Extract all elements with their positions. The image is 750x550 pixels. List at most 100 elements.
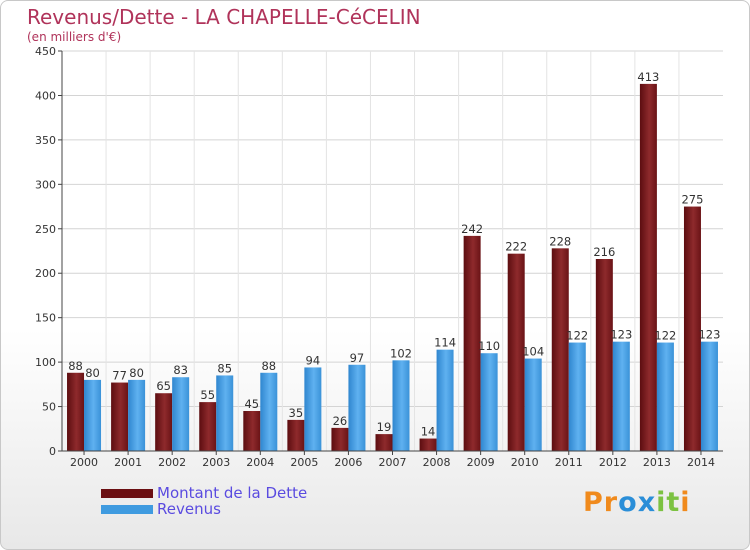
value-label: 114 <box>434 336 456 350</box>
value-label: 102 <box>390 346 412 360</box>
value-label: 14 <box>421 425 436 439</box>
bar-debt <box>639 83 657 451</box>
value-label: 123 <box>698 328 720 342</box>
bar-debt <box>375 434 393 451</box>
value-label: 65 <box>156 379 171 393</box>
logo-letter: r <box>603 487 619 518</box>
bar-revenue <box>700 341 718 451</box>
x-tick-label: 2004 <box>246 456 274 469</box>
y-tick-label: 0 <box>49 445 56 458</box>
bar-revenue <box>304 367 322 451</box>
value-label: 88 <box>68 359 83 373</box>
x-tick-label: 2010 <box>511 456 539 469</box>
chart-subtitle: (en milliers d'€) <box>27 30 122 44</box>
y-tick-label: 300 <box>35 178 56 191</box>
legend-label-debt: Montant de la Dette <box>157 483 308 502</box>
bar-debt <box>155 393 173 451</box>
bar-debt <box>551 248 569 451</box>
value-label: 122 <box>654 329 676 343</box>
logo-letter: i <box>680 487 691 518</box>
logo-letter: t <box>666 487 681 518</box>
bar-revenue <box>84 379 102 451</box>
value-label: 97 <box>350 351 365 365</box>
x-tick-label: 2013 <box>643 456 671 469</box>
x-tick-label: 2012 <box>599 456 627 469</box>
x-tick-label: 2006 <box>334 456 362 469</box>
x-tick-label: 2000 <box>70 456 98 469</box>
legend: Montant de la Dette Revenus <box>101 485 307 517</box>
value-label: 122 <box>566 329 588 343</box>
y-tick-label: 350 <box>35 134 56 147</box>
chart-title: Revenus/Dette - LA CHAPELLE-CéCELIN <box>27 5 421 29</box>
bar-revenue <box>436 349 454 451</box>
logo-letter: x <box>637 487 657 518</box>
bar-debt <box>595 259 613 451</box>
bar-revenue <box>348 364 366 451</box>
value-label: 413 <box>637 70 659 84</box>
bar-debt <box>243 411 261 451</box>
legend-label-revenue: Revenus <box>157 499 221 518</box>
value-label: 77 <box>112 369 127 383</box>
value-label: 228 <box>549 234 571 248</box>
logo-letter: i <box>656 487 667 518</box>
x-tick-label: 2005 <box>290 456 318 469</box>
value-label: 85 <box>217 361 232 375</box>
x-tick-label: 2008 <box>423 456 451 469</box>
legend-item-revenue: Revenus <box>101 501 307 517</box>
value-label: 35 <box>289 406 304 420</box>
bar-revenue <box>128 379 146 451</box>
value-label: 222 <box>505 240 527 254</box>
y-tick-label: 50 <box>42 401 56 414</box>
bar-revenue <box>216 375 234 451</box>
value-label: 242 <box>461 222 483 236</box>
axes: 0 50 100 150 200 250 300 350 400 450 2000 2001 2002 2… <box>35 45 723 469</box>
bar-revenue <box>612 341 630 451</box>
legend-swatch-debt <box>101 488 153 498</box>
bar-revenue <box>524 358 542 451</box>
bar-debt <box>507 253 525 451</box>
value-label: 94 <box>306 353 321 367</box>
x-tick-label: 2014 <box>687 456 715 469</box>
y-tick-label: 450 <box>35 45 56 58</box>
y-tick-label: 200 <box>35 267 56 280</box>
y-tick-label: 400 <box>35 89 56 102</box>
value-label: 110 <box>478 339 500 353</box>
x-tick-label: 2007 <box>379 456 407 469</box>
bar-debt <box>463 235 481 451</box>
value-label: 45 <box>244 397 259 411</box>
value-label: 80 <box>85 366 100 380</box>
bar-revenue <box>392 360 410 451</box>
bar-debt <box>111 382 129 451</box>
bar-debt <box>287 419 305 451</box>
x-tick-label: 2003 <box>202 456 230 469</box>
bars <box>67 83 718 451</box>
bar-revenue <box>568 342 586 451</box>
value-label: 80 <box>129 366 144 380</box>
x-tick-label: 2011 <box>555 456 583 469</box>
x-tick-label: 2002 <box>158 456 186 469</box>
bar-debt <box>67 372 85 451</box>
value-label: 104 <box>522 345 544 359</box>
bar-revenue <box>480 353 498 451</box>
legend-item-debt: Montant de la Dette <box>101 485 307 501</box>
value-label: 216 <box>593 245 615 259</box>
value-label: 19 <box>377 420 392 434</box>
value-label: 88 <box>261 359 276 373</box>
legend-swatch-revenue <box>101 504 153 514</box>
bar-revenue <box>260 372 278 451</box>
bar-revenue <box>172 377 190 451</box>
y-tick-label: 250 <box>35 223 56 236</box>
y-tick-label: 100 <box>35 356 56 369</box>
logo-letter: P <box>583 487 604 518</box>
bar-debt <box>683 206 701 451</box>
bar-debt <box>199 402 217 451</box>
x-tick-label: 2001 <box>114 456 142 469</box>
bar-debt <box>419 438 437 451</box>
bar-revenue <box>656 342 674 451</box>
logo-letter: o <box>618 487 638 518</box>
value-label: 26 <box>333 414 348 428</box>
y-tick-label: 150 <box>35 312 56 325</box>
